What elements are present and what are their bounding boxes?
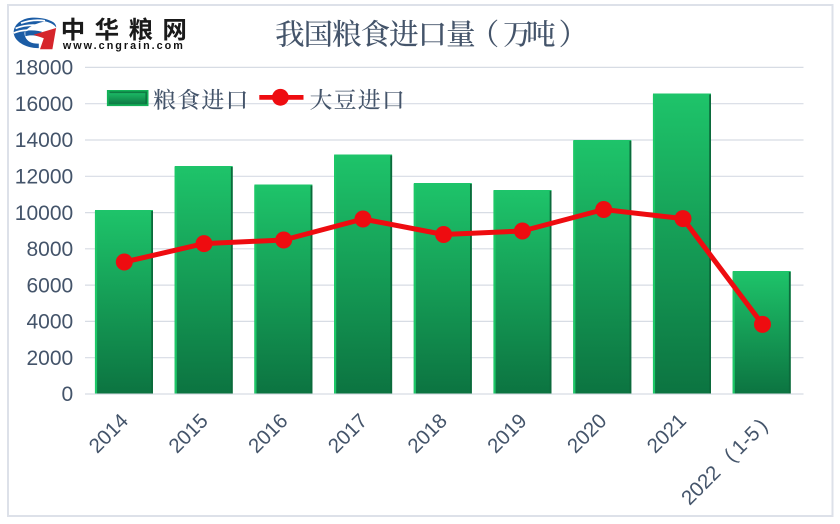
svg-text:16000: 16000: [15, 93, 73, 116]
svg-text:14000: 14000: [15, 129, 73, 152]
svg-text:12000: 12000: [15, 166, 73, 189]
svg-text:8000: 8000: [26, 238, 73, 261]
svg-text:18000: 18000: [15, 57, 73, 80]
svg-text:4000: 4000: [26, 311, 73, 334]
svg-text:10000: 10000: [15, 202, 73, 225]
svg-text:www.cngrain.com: www.cngrain.com: [62, 40, 185, 52]
svg-text:2000: 2000: [26, 347, 73, 370]
svg-text:6000: 6000: [26, 274, 73, 297]
svg-text:0: 0: [62, 383, 74, 406]
